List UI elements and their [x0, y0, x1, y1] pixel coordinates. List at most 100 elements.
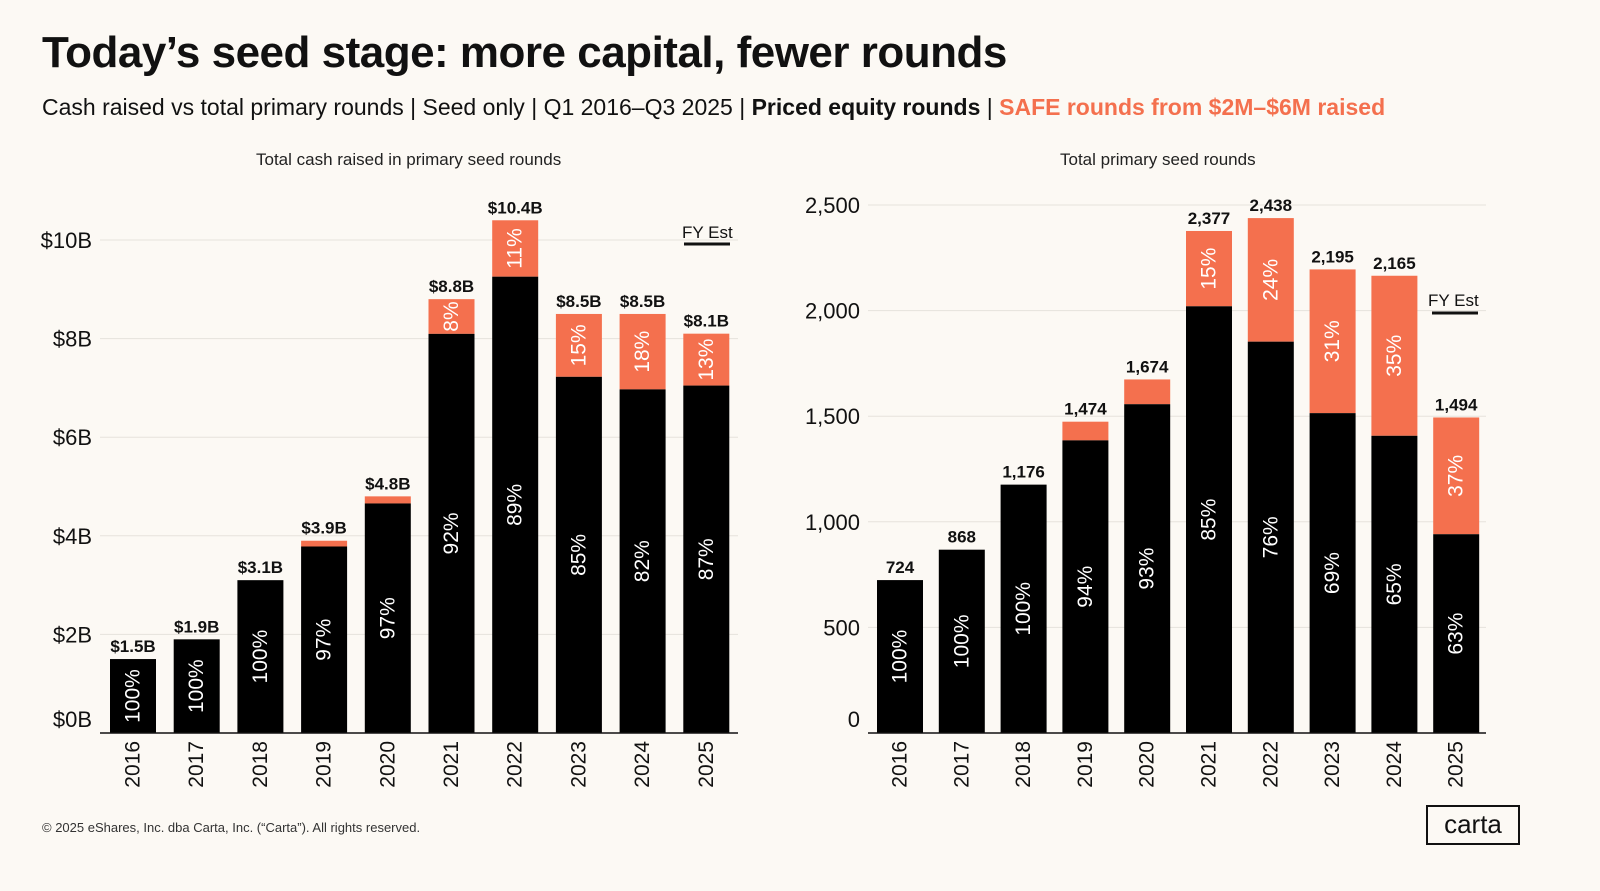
priced-percent-label: 87%: [695, 538, 718, 580]
y-tick-label: $0B: [53, 707, 92, 732]
x-tick-label: 2019: [1074, 741, 1097, 788]
y-tick-label: 500: [823, 615, 860, 640]
priced-percent-label: 100%: [889, 630, 912, 684]
bar-priced: [683, 385, 730, 733]
bar-safe: [1433, 417, 1480, 535]
priced-percent-label: 100%: [249, 630, 272, 684]
x-tick-label: 2020: [376, 741, 399, 788]
priced-percent-label: 63%: [1445, 613, 1468, 655]
bar-priced: [301, 546, 348, 733]
total-label: 868: [948, 528, 976, 547]
total-label: 2,438: [1250, 196, 1293, 215]
x-tick-label: 2025: [1445, 741, 1468, 788]
priced-percent-label: 97%: [313, 619, 336, 661]
bar-priced: [1247, 341, 1294, 733]
y-tick-label: $2B: [53, 622, 92, 647]
y-tick-label: 2,000: [805, 299, 860, 324]
y-tick-label: 0: [848, 707, 860, 732]
x-tick-label: 2025: [695, 741, 718, 788]
bar-priced: [110, 659, 156, 733]
safe-percent-label: 35%: [1383, 335, 1406, 377]
total-label: $8.1B: [684, 312, 729, 331]
total-label: $4.8B: [365, 474, 410, 493]
y-tick-label: 1,500: [805, 404, 860, 429]
x-tick-label: 2023: [1321, 741, 1344, 788]
total-label: $8.5B: [556, 292, 601, 311]
bar-priced: [237, 580, 284, 733]
bar-safe: [492, 220, 539, 277]
total-label: $8.8B: [429, 277, 474, 296]
safe-percent-label: 13%: [695, 339, 718, 381]
total-label: 1,474: [1064, 400, 1107, 419]
fy-estimate-annotation: FY Est: [682, 223, 733, 242]
right-chart-title: Total primary seed rounds: [1060, 150, 1256, 169]
bar-priced: [364, 503, 411, 733]
bar-safe: [1247, 218, 1294, 342]
x-tick-label: 2024: [1383, 741, 1406, 788]
safe-percent-label: 15%: [1198, 248, 1221, 290]
priced-percent-label: 100%: [950, 614, 973, 668]
x-tick-label: 2016: [122, 741, 145, 788]
total-label: 724: [886, 558, 915, 577]
x-tick-label: 2020: [1136, 741, 1159, 788]
page-title: Today’s seed stage: more capital, fewer …: [42, 28, 1007, 77]
subtitle-separator: |: [980, 94, 1000, 120]
bar-safe: [1062, 421, 1109, 441]
y-tick-label: $4B: [53, 524, 92, 549]
bar-safe: [1186, 230, 1232, 307]
x-tick-label: 2021: [1198, 741, 1221, 788]
x-tick-label: 2022: [1259, 741, 1282, 788]
bar-priced: [1124, 404, 1171, 733]
total-label: $3.9B: [301, 519, 346, 538]
priced-percent-label: 89%: [504, 484, 527, 526]
x-tick-label: 2018: [249, 741, 272, 788]
y-tick-label: $8B: [53, 327, 92, 352]
priced-percent-label: 93%: [1136, 548, 1159, 590]
total-label: $8.5B: [620, 292, 665, 311]
x-tick-label: 2019: [313, 741, 336, 788]
safe-percent-label: 15%: [567, 324, 590, 366]
bar-safe: [364, 496, 411, 504]
bar-safe: [683, 333, 730, 386]
bar-priced: [1186, 306, 1232, 733]
priced-percent-label: 85%: [567, 534, 590, 576]
left-chart-title: Total cash raised in primary seed rounds: [256, 150, 562, 169]
x-tick-label: 2024: [631, 741, 654, 788]
bar-priced: [555, 376, 602, 733]
total-label: 1,494: [1435, 395, 1478, 414]
x-tick-label: 2021: [440, 741, 463, 788]
carta-logo: carta: [1426, 805, 1520, 845]
x-tick-label: 2017: [950, 741, 973, 788]
subtitle-text: Cash raised vs total primary rounds | Se…: [42, 94, 752, 120]
total-label: $1.9B: [174, 617, 219, 636]
copyright-footer: © 2025 eShares, Inc. dba Carta, Inc. (“C…: [42, 820, 421, 835]
y-tick-label: $10B: [41, 228, 92, 253]
priced-percent-label: 85%: [1198, 499, 1221, 541]
priced-percent-label: 69%: [1321, 552, 1344, 594]
total-label: 1,674: [1126, 357, 1169, 376]
priced-percent-label: 65%: [1383, 563, 1406, 605]
priced-percent-label: 100%: [185, 659, 208, 713]
total-label: 2,195: [1311, 247, 1354, 266]
bar-safe: [301, 540, 348, 547]
bar-safe: [1309, 269, 1356, 414]
bar-safe: [619, 313, 666, 390]
bar-priced: [492, 276, 539, 733]
x-tick-label: 2023: [567, 741, 590, 788]
bar-priced: [1309, 413, 1356, 733]
bar-priced: [173, 639, 220, 733]
total-label: 2,165: [1373, 254, 1416, 273]
subtitle: Cash raised vs total primary rounds | Se…: [42, 94, 1385, 121]
safe-percent-label: 37%: [1445, 455, 1468, 497]
safe-percent-label: 24%: [1259, 259, 1282, 301]
bar-priced: [428, 333, 475, 733]
x-tick-label: 2016: [889, 741, 912, 788]
y-tick-label: 2,500: [805, 193, 860, 218]
bar-priced: [877, 580, 923, 733]
bar-priced: [1433, 534, 1480, 733]
y-tick-label: 1,000: [805, 510, 860, 535]
bar-safe: [428, 299, 475, 334]
bar-safe: [1371, 275, 1418, 436]
x-tick-label: 2017: [185, 741, 208, 788]
